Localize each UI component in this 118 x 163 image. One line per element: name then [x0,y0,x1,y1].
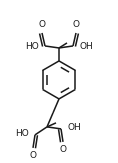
Text: HO: HO [15,129,29,138]
Text: OH: OH [68,123,82,132]
Text: O: O [30,151,36,160]
Text: O: O [38,21,46,30]
Text: O: O [59,145,67,154]
Text: OH: OH [79,42,93,52]
Text: HO: HO [25,42,39,52]
Text: O: O [72,21,80,30]
